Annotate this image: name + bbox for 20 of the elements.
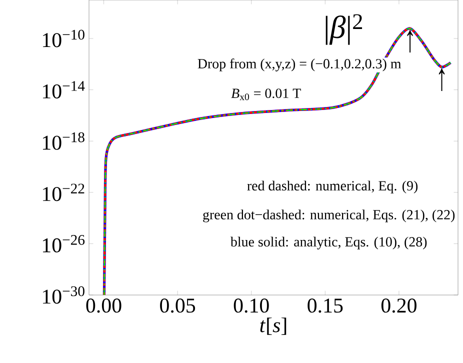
y-tick-label: 10$^{−26}$ <box>43 235 85 252</box>
y-tick-label: 10$^{−18}$ <box>43 132 84 150</box>
y-tick-label: 10$^{−10}$ <box>43 30 84 48</box>
x-tick-label: 0.15 <box>308 298 343 313</box>
chart-title: |β|$^{2}$ <box>326 14 362 45</box>
x-tick-label: 0.20 <box>381 298 416 313</box>
annotation: red dashed: numerical, Eq. (9) <box>247 180 418 194</box>
annotation: B$_{x0}$ = 0.01 T <box>231 88 301 100</box>
x-tick-label: 0.00 <box>86 298 122 313</box>
annotation: Drop from (x,y,z) = (−0.1,0.2,0.3) m <box>198 58 402 72</box>
y-tick-label: 10$^{−22}$ <box>43 184 84 202</box>
x-tick-label: 0.05 <box>160 298 196 313</box>
y-tick-label: 10$^{−14}$ <box>43 81 85 98</box>
x-axis-title: t[s] <box>260 318 286 335</box>
annotation: green dot−dashed: numerical, Eqs. (21), (22) <box>203 210 455 222</box>
y-tick-label: 10$^{−30}$ <box>43 286 84 304</box>
annotation: blue solid: analytic, Eqs. (10), (28) <box>230 236 427 250</box>
annotation: ↑ <box>438 68 445 91</box>
annotation: ↑ <box>407 30 413 52</box>
x-tick-label: 0.10 <box>234 298 269 313</box>
